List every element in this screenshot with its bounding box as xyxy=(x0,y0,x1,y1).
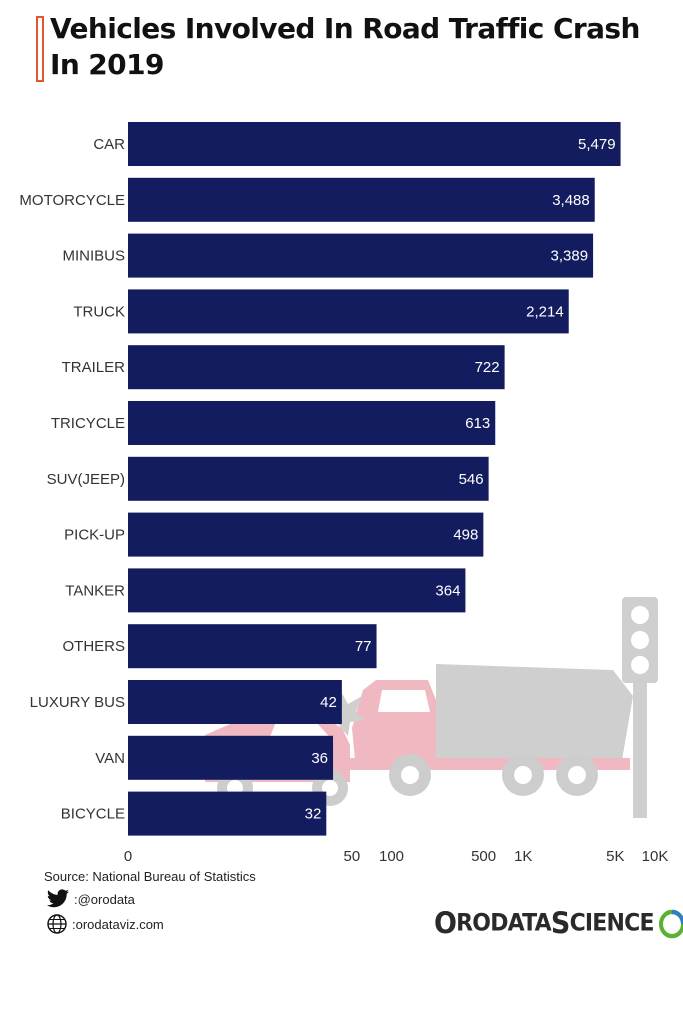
value-label: 3,488 xyxy=(552,192,590,209)
x-tick-label: 0 xyxy=(124,848,132,865)
twitter-handle-text: :@orodata xyxy=(74,891,135,907)
value-label: 36 xyxy=(311,750,328,767)
category-label: TRAILER xyxy=(62,359,126,376)
brand-logo: O RODATA S CIENCE xyxy=(434,906,683,941)
brand-letter-o: O xyxy=(434,906,457,941)
value-label: 32 xyxy=(305,806,322,823)
category-label: CAR xyxy=(93,136,125,153)
category-label: TRUCK xyxy=(73,303,125,320)
value-label: 722 xyxy=(475,359,500,376)
bar-suv-jeep- xyxy=(128,456,489,501)
bar-others xyxy=(128,624,377,669)
category-label: MINIBUS xyxy=(62,248,125,265)
value-label: 42 xyxy=(320,694,337,711)
value-label: 546 xyxy=(459,471,484,488)
twitter-handle[interactable]: :@orodata xyxy=(46,889,135,909)
value-label: 364 xyxy=(435,582,460,599)
value-label: 498 xyxy=(453,527,478,544)
bar-trailer xyxy=(128,345,505,390)
x-axis: 0 50 100 500 1K 5K 10K xyxy=(124,848,669,865)
bar-chart: CAR 5,479 MOTORCYCLE 3,488 MINIBUS 3,389 TRUCK… xyxy=(19,122,669,865)
value-label: 3,389 xyxy=(551,248,589,265)
x-tick-label: 1K xyxy=(514,848,532,865)
bar-bicycle xyxy=(128,791,327,836)
category-label: MOTORCYCLE xyxy=(19,192,125,209)
title-accent-bar xyxy=(36,16,44,82)
value-label: 613 xyxy=(465,415,490,432)
x-tick-label: 5K xyxy=(606,848,624,865)
category-label: VAN xyxy=(95,750,125,767)
bar-minibus xyxy=(128,233,594,278)
page-title: Vehicles Involved In Road Traffic Crash … xyxy=(50,12,640,81)
value-label: 5,479 xyxy=(578,136,616,153)
bar-tanker xyxy=(128,568,466,613)
brand-part2: CIENCE xyxy=(569,909,655,938)
twitter-icon xyxy=(47,889,69,908)
bar-car xyxy=(128,122,621,166)
brand-ring-icon xyxy=(658,909,683,938)
bar-van xyxy=(128,735,334,780)
bar-motorcycle xyxy=(128,177,595,222)
bar-pick-up xyxy=(128,512,484,557)
category-label: TANKER xyxy=(65,582,125,599)
bar-luxury-bus xyxy=(128,680,342,724)
globe-icon xyxy=(47,914,67,934)
bar-tricycle xyxy=(128,401,496,445)
dump-truck-icon xyxy=(350,664,633,796)
category-label: TRICYCLE xyxy=(51,415,125,432)
category-label: SUV(JEEP) xyxy=(47,471,125,488)
brand-letter-s: S xyxy=(550,906,570,941)
x-tick-label: 100 xyxy=(379,848,404,865)
category-label: LUXURY BUS xyxy=(30,694,125,711)
category-label: OTHERS xyxy=(62,638,125,655)
value-label: 2,214 xyxy=(526,303,564,320)
value-label: 77 xyxy=(355,638,372,655)
brand-part1: RODATA xyxy=(456,909,552,938)
x-tick-label: 500 xyxy=(471,848,496,865)
bars-group: CAR 5,479 MOTORCYCLE 3,488 MINIBUS 3,389 TRUCK… xyxy=(19,122,621,836)
website-text: :orodataviz.com xyxy=(72,916,164,932)
category-label: BICYCLE xyxy=(61,806,125,823)
x-tick-label: 10K xyxy=(642,848,669,865)
traffic-light-icon xyxy=(622,597,658,818)
bar-truck xyxy=(128,289,569,334)
x-tick-label: 50 xyxy=(343,848,360,865)
source-note: Source: National Bureau of Statistics xyxy=(44,869,256,884)
category-label: PICK-UP xyxy=(64,527,125,544)
website-link[interactable]: :orodataviz.com xyxy=(46,913,164,935)
